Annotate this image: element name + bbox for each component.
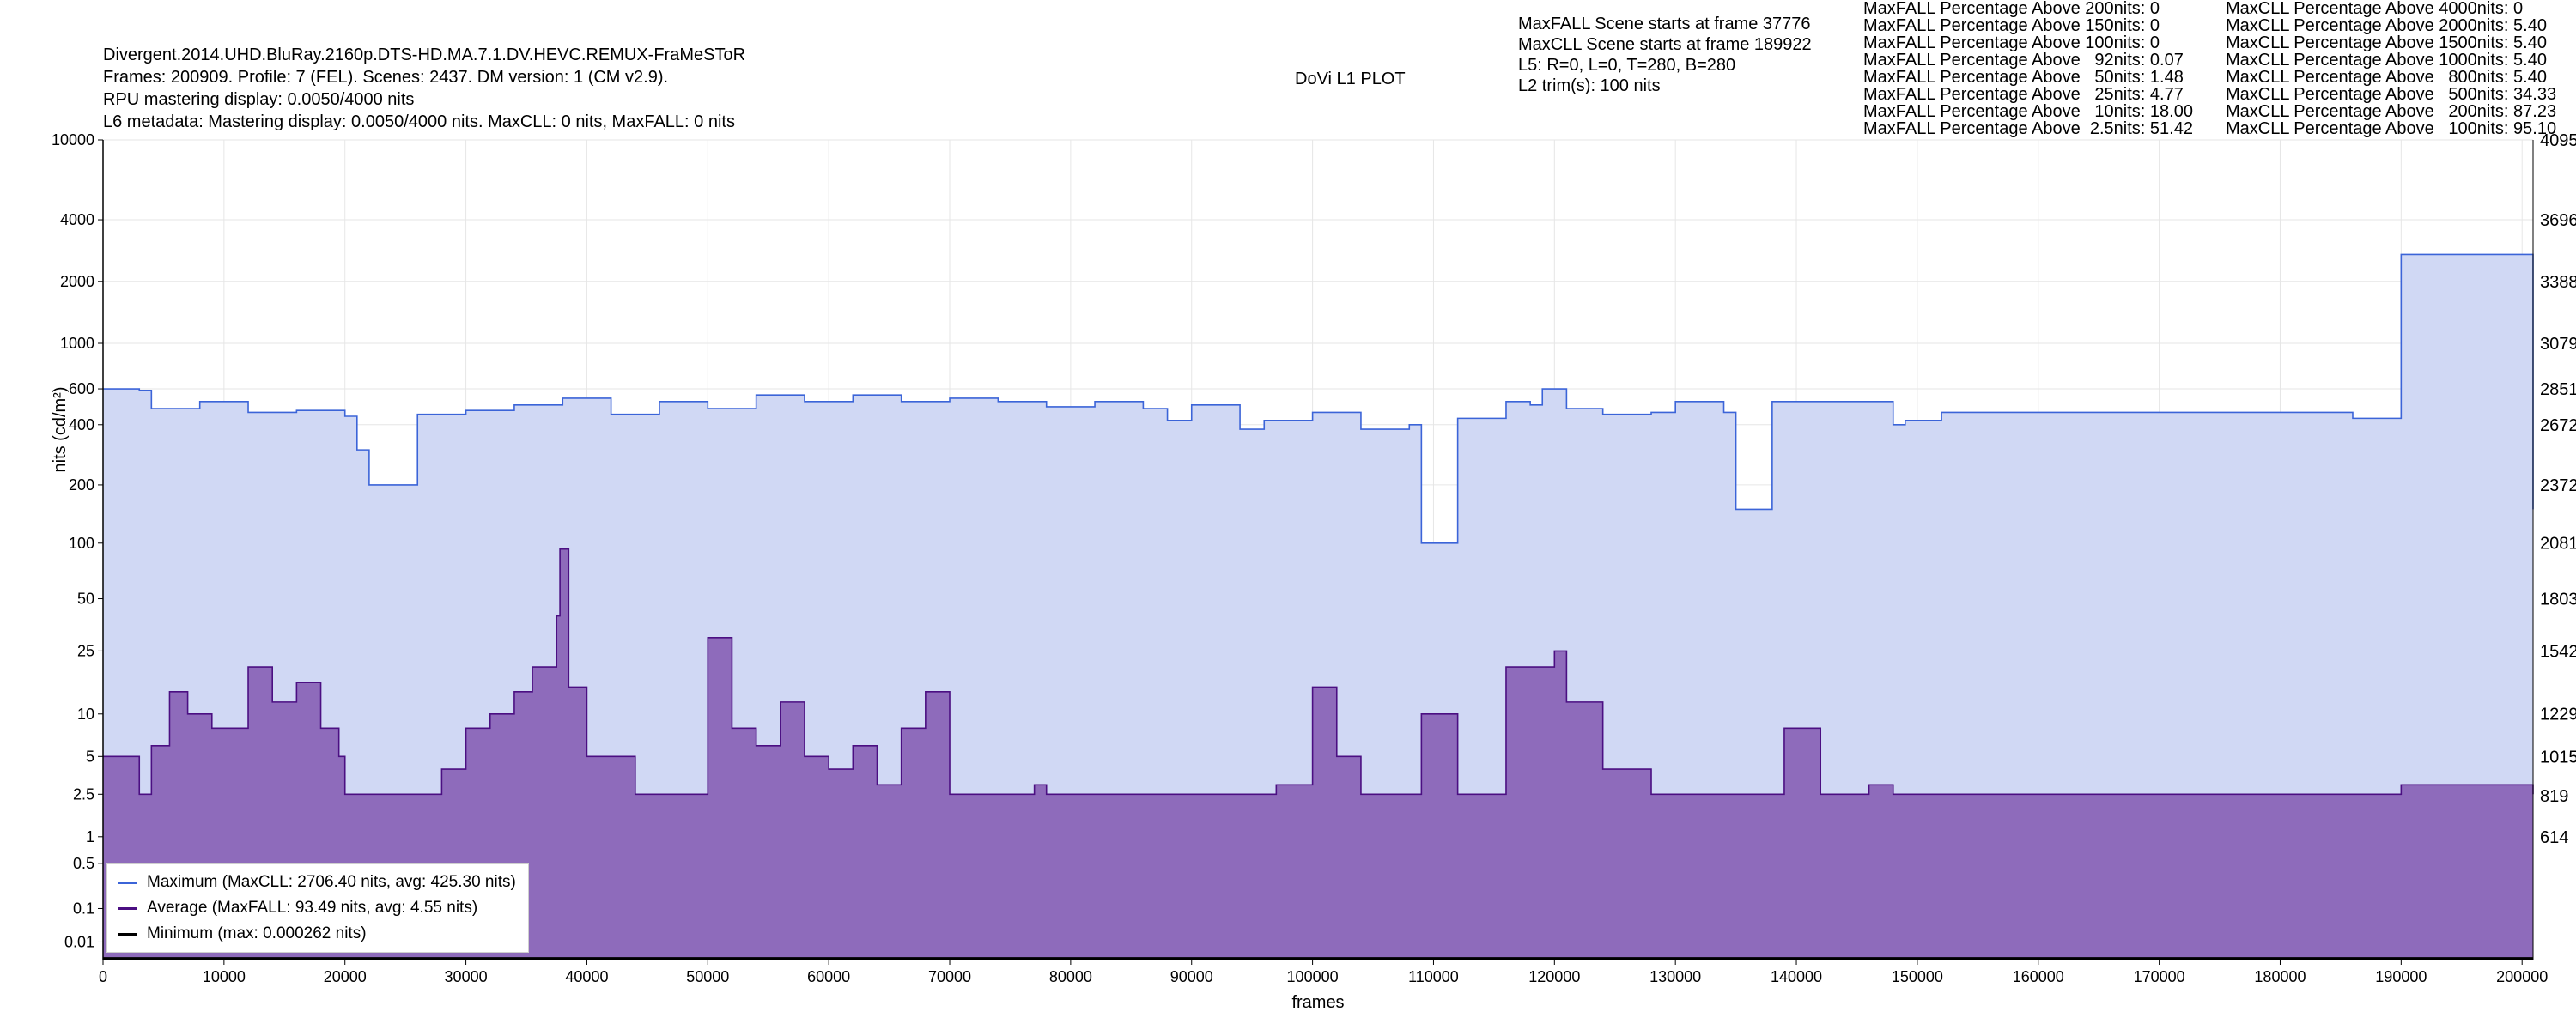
maxfall-pct-line: MaxFALL Percentage Above 100nits: 0 [1863, 33, 2160, 52]
info-line-rpu: RPU mastering display: 0.0050/4000 nits [103, 90, 415, 109]
x-tick-label: 50000 [686, 968, 729, 985]
average-series-line [103, 548, 2534, 796]
y-tick-label-right: 1803 [2540, 591, 2576, 609]
file-title: Divergent.2014.UHD.BluRay.2160p.DTS-HD.M… [103, 45, 746, 64]
legend-item-minimum: Minimum (max: 0.000262 nits) [118, 923, 367, 945]
x-tick-label: 60000 [807, 968, 850, 985]
x-tick-label: 140000 [1771, 968, 1822, 985]
maxcll-pct-line: MaxCLL Percentage Above 1500nits: 5.40 [2226, 33, 2547, 52]
axis-layer: 0 10000 20000 30000 40000 50000 60000 70000 8000… [51, 131, 2576, 1012]
average-series-area [103, 548, 2533, 960]
y-tick-label-right: 2081 [2540, 535, 2576, 554]
y-tick-label-right: 3388 [2540, 273, 2576, 292]
y-tick-label-right: 3696 [2540, 211, 2576, 230]
x-tick-label: 0 [99, 968, 107, 985]
info-line-l6: L6 metadata: Mastering display: 0.0050/4… [103, 112, 735, 131]
y-tick-label-right: 2851 [2540, 380, 2576, 399]
maxfall-pct-line: MaxFALL Percentage Above 200nits: 0 [1863, 0, 2160, 18]
y-tick-label-left: 2000 [60, 273, 94, 290]
x-tick-label: 80000 [1049, 968, 1092, 985]
legend-label-average: Average (MaxFALL: 93.49 nits, avg: 4.55 … [147, 899, 478, 917]
y-tick-label-left: 25 [77, 642, 94, 659]
legend-label-maximum: Maximum (MaxCLL: 2706.40 nits, avg: 425.… [147, 873, 516, 891]
x-tick-label: 90000 [1170, 968, 1213, 985]
y-tick-label-left: 5 [86, 748, 94, 765]
y-axis-label: nits (cd/m²) [51, 387, 70, 473]
y-tick-label-right: 819 [2540, 787, 2568, 806]
y-tick-label-left: 100 [69, 535, 94, 552]
x-tick-label: 30000 [445, 968, 488, 985]
x-tick-label: 160000 [2013, 968, 2064, 985]
series-layer [103, 253, 2534, 960]
x-tick-label: 170000 [2134, 968, 2185, 985]
maxcll-pct-line: MaxCLL Percentage Above 500nits: 34.33 [2226, 85, 2557, 104]
x-tick-label: 200000 [2496, 968, 2548, 985]
scene-line-maxfall: MaxFALL Scene starts at frame 37776 [1518, 15, 1811, 33]
x-axis-label: frames [1291, 993, 1344, 1012]
y-tick-label-left: 1000 [60, 335, 94, 352]
legend-label-minimum: Minimum (max: 0.000262 nits) [147, 924, 367, 942]
y-tick-label-left: 0.5 [73, 855, 94, 872]
maxfall-pct-line: MaxFALL Percentage Above 150nits: 0 [1863, 16, 2160, 35]
legend-swatch-minimum [118, 933, 137, 936]
y-tick-label-left: 400 [69, 416, 94, 433]
maxcll-pct-line: MaxCLL Percentage Above 2000nits: 5.40 [2226, 16, 2547, 35]
y-tick-label-left: 10 [77, 706, 94, 723]
y-tick-label-left: 0.1 [73, 900, 94, 917]
y-tick-label-left: 2.5 [73, 785, 94, 803]
y-tick-label-left: 50 [77, 591, 94, 608]
y-tick-label-left: 0.01 [64, 933, 94, 950]
maximum-series-line [103, 253, 2534, 544]
y-tick-label-right: 1015 [2540, 748, 2576, 766]
x-tick-label: 180000 [2254, 968, 2306, 985]
maxcll-pct-line: MaxCLL Percentage Above 100nits: 95.10 [2226, 119, 2557, 138]
legend-item-average: Average (MaxFALL: 93.49 nits, avg: 4.55 … [118, 897, 477, 919]
legend-swatch-average [118, 907, 137, 910]
y-tick-label-left: 4000 [60, 211, 94, 228]
legend-swatch-maximum [118, 882, 137, 884]
y-tick-label-right: 614 [2540, 828, 2568, 847]
x-tick-label: 190000 [2375, 968, 2427, 985]
y-tick-label-right: 2372 [2540, 476, 2576, 495]
y-tick-label-left: 10000 [52, 131, 94, 148]
y-tick-label-right: 1229 [2540, 705, 2576, 724]
x-tick-label: 20000 [324, 968, 367, 985]
maxcll-pct-line: MaxCLL Percentage Above 1000nits: 5.40 [2226, 51, 2547, 70]
x-tick-label: 150000 [1892, 968, 1943, 985]
y-tick-label-left: 200 [69, 476, 94, 494]
scene-line-maxcll: MaxCLL Scene starts at frame 189922 [1518, 35, 1812, 54]
maxcll-pct-line: MaxCLL Percentage Above 200nits: 87.23 [2226, 102, 2557, 121]
chart-legend: Maximum (MaxCLL: 2706.40 nits, avg: 425.… [106, 863, 529, 953]
maxfall-pct-line: MaxFALL Percentage Above 50nits: 1.48 [1863, 68, 2184, 87]
scene-line-l2: L2 trim(s): 100 nits [1518, 76, 1661, 95]
info-line-frames: Frames: 200909. Profile: 7 (FEL). Scenes… [103, 68, 669, 87]
x-tick-label: 100000 [1287, 968, 1339, 985]
maxcll-pct-line: MaxCLL Percentage Above 4000nits: 0 [2226, 0, 2524, 18]
maxfall-pct-line: MaxFALL Percentage Above 92nits: 0.07 [1863, 51, 2184, 70]
x-tick-label: 120000 [1528, 968, 1580, 985]
x-tick-label: 130000 [1649, 968, 1701, 985]
maxcll-pct-line: MaxCLL Percentage Above 800nits: 5.40 [2226, 68, 2547, 87]
x-tick-label: 10000 [203, 968, 246, 985]
y-tick-label-right: 2672 [2540, 416, 2576, 435]
y-tick-label-left: 1 [86, 828, 94, 845]
x-tick-label: 110000 [1408, 968, 1459, 985]
y-tick-label-right: 3079 [2540, 335, 2576, 354]
scene-line-l5: L5: R=0, L=0, T=280, B=280 [1518, 56, 1736, 75]
x-tick-label: 40000 [565, 968, 608, 985]
maxfall-pct-line: MaxFALL Percentage Above 25nits: 4.77 [1863, 85, 2184, 104]
y-tick-label-left: 600 [69, 380, 94, 397]
x-tick-label: 70000 [928, 968, 971, 985]
plot-title: DoVi L1 PLOT [1295, 70, 1406, 88]
maxfall-pct-line: MaxFALL Percentage Above 2.5nits: 51.42 [1863, 119, 2193, 138]
maxfall-pct-line: MaxFALL Percentage Above 10nits: 18.00 [1863, 102, 2193, 121]
y-tick-label-right: 1542 [2540, 642, 2576, 661]
legend-item-maximum: Maximum (MaxCLL: 2706.40 nits, avg: 425.… [118, 871, 516, 894]
y-tick-label-right: 4095 [2540, 131, 2576, 150]
